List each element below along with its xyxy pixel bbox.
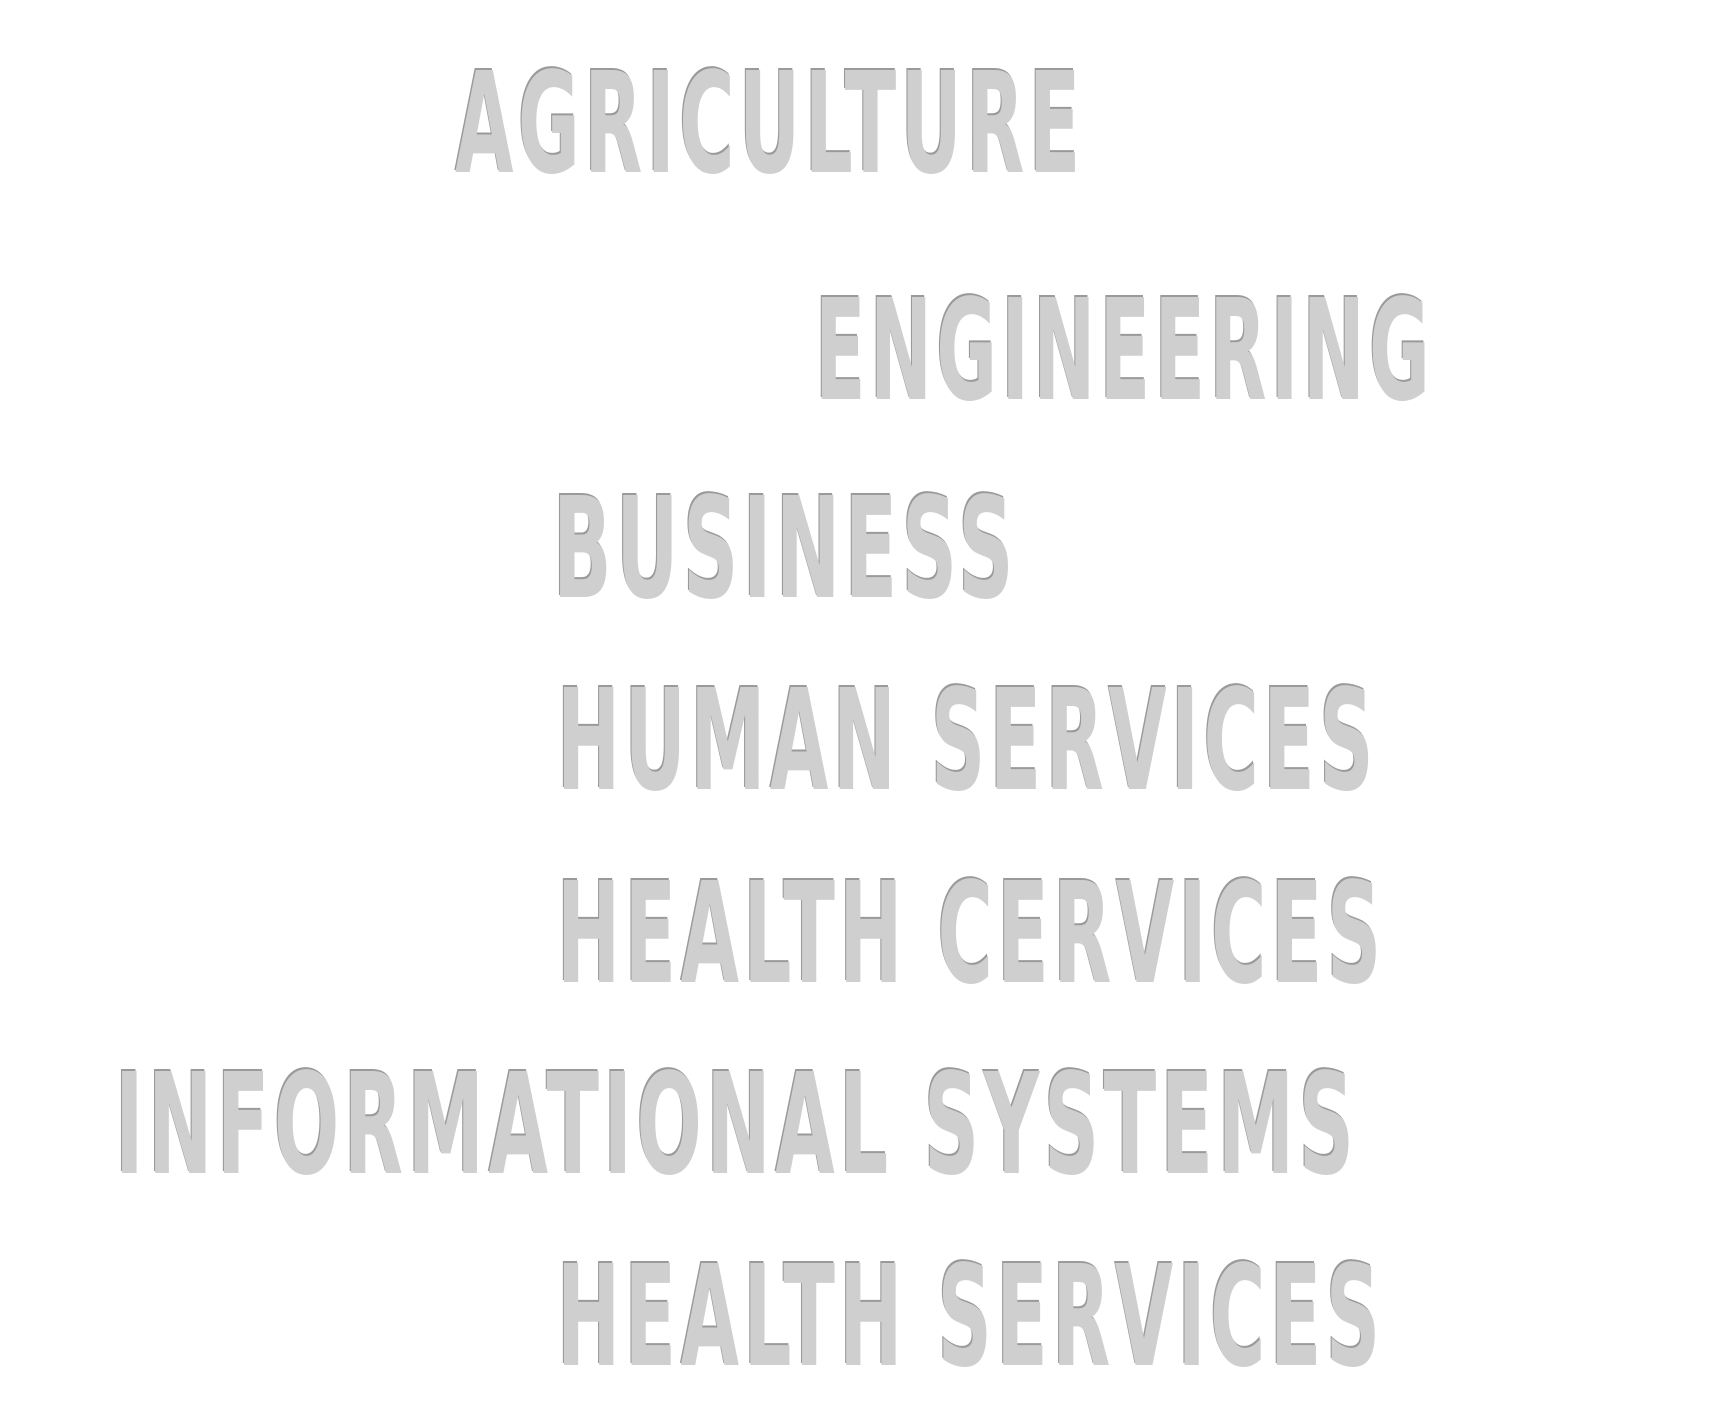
word-health-cervices: HEALTH CERVICES bbox=[557, 853, 1386, 1016]
word-human-services: HUMAN SERVICES bbox=[557, 660, 1378, 823]
word-health-services: HEALTH SERVICES bbox=[557, 1236, 1385, 1399]
word-business: BUSINESS bbox=[553, 468, 1019, 631]
word-informational-systems: INFORMATIONAL SYSTEMS bbox=[115, 1044, 1359, 1207]
word-agriculture: AGRICULTURE bbox=[455, 43, 1085, 206]
word-engineering: ENGINEERING bbox=[815, 270, 1435, 433]
